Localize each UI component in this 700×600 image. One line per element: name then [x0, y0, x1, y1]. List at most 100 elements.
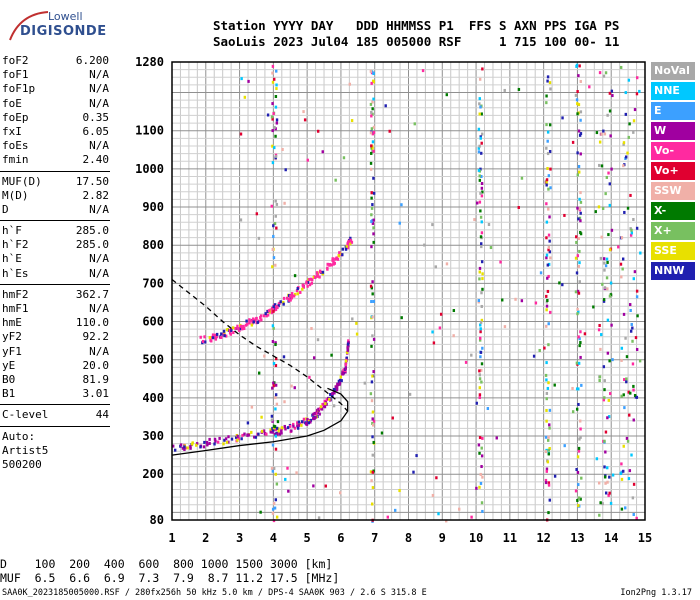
echo-point — [479, 336, 482, 340]
echo-point — [627, 477, 631, 481]
echo-point — [280, 431, 283, 435]
echo-point — [371, 315, 374, 319]
x-tick-label: 1 — [168, 531, 175, 545]
echo-point — [452, 334, 455, 338]
echo-point — [218, 436, 221, 440]
echo-point — [346, 348, 349, 352]
echo-point — [576, 498, 579, 502]
param-row: foF1p N/A — [0, 82, 112, 96]
param-name: foF1p — [2, 82, 36, 96]
echo-point — [398, 221, 401, 225]
echo-point — [371, 280, 374, 284]
echo-point — [307, 421, 310, 425]
echo-point — [546, 139, 549, 143]
echo-point — [478, 451, 481, 455]
y-tick-label: 500 — [142, 353, 164, 367]
echo-point — [606, 318, 610, 322]
echo-point — [481, 272, 484, 276]
echo-point — [332, 404, 336, 408]
echo-point — [625, 436, 629, 440]
echo-point — [254, 435, 258, 439]
echo-point — [224, 334, 228, 338]
echo-point — [334, 257, 337, 261]
echo-point — [227, 440, 230, 444]
echo-point — [316, 129, 320, 133]
echo-point — [344, 366, 348, 370]
param-name: yF1 — [2, 344, 22, 358]
echo-point — [478, 436, 482, 440]
echo-point — [478, 112, 481, 116]
echo-point — [635, 226, 639, 230]
echo-point — [481, 346, 484, 350]
echo-point — [243, 95, 247, 99]
echo-point — [627, 390, 630, 394]
echo-point — [325, 398, 328, 402]
echo-point — [480, 260, 484, 264]
echo-point — [202, 445, 206, 449]
echo-point — [517, 87, 521, 91]
echo-point — [545, 183, 548, 187]
echo-point — [603, 261, 606, 265]
y-tick-label: 900 — [142, 200, 164, 214]
echo-point — [604, 71, 608, 75]
echo-point — [317, 407, 320, 411]
echo-point — [575, 235, 578, 239]
echo-point — [372, 80, 376, 84]
echo-point — [432, 341, 436, 345]
echo-point — [632, 513, 635, 517]
echo-point — [578, 64, 581, 68]
echo-point — [195, 443, 198, 447]
echo-point — [576, 470, 580, 474]
param-value: N/A — [89, 266, 109, 280]
echo-point — [600, 132, 603, 136]
echo-point — [576, 307, 579, 311]
echo-point — [635, 516, 638, 520]
echo-point — [321, 403, 324, 407]
param-name: hmE — [2, 316, 22, 330]
echo-point — [577, 217, 580, 221]
echo-point — [546, 263, 549, 267]
echo-point — [481, 475, 484, 479]
echo-point — [548, 426, 551, 430]
echo-point — [295, 471, 298, 475]
echo-point — [475, 401, 478, 405]
echo-point — [604, 192, 607, 196]
echo-point — [274, 447, 278, 451]
echo-point — [579, 497, 582, 501]
param-row: foEp 0.35 — [0, 111, 112, 125]
echo-point — [408, 392, 412, 396]
param-row: fxI 6.05 — [0, 125, 112, 139]
echo-point — [186, 446, 189, 450]
echo-point — [369, 284, 373, 288]
echo-point — [275, 304, 278, 308]
echo-point — [603, 465, 606, 469]
echo-point — [255, 212, 259, 216]
echo-point — [248, 318, 251, 322]
echo-point — [538, 348, 541, 352]
y-tick-label: 1100 — [135, 124, 164, 138]
echo-point — [211, 333, 215, 337]
echo-point — [479, 323, 482, 327]
param-value: N/A — [89, 202, 109, 216]
echo-point — [575, 98, 579, 102]
echo-point — [335, 388, 339, 392]
echo-point — [215, 332, 219, 336]
param-value: 285.0 — [75, 238, 109, 252]
echo-point — [604, 481, 607, 485]
echo-point — [576, 90, 579, 94]
echo-point — [577, 74, 580, 78]
echo-point — [435, 476, 438, 480]
echo-point — [545, 202, 548, 206]
echo-point — [608, 491, 611, 495]
echo-point — [398, 489, 401, 493]
echo-point — [631, 326, 634, 330]
param-name: foE — [2, 96, 22, 110]
echo-point — [220, 332, 223, 336]
echo-point — [372, 440, 375, 444]
echo-point — [308, 283, 312, 287]
echo-point — [250, 323, 254, 327]
echo-point — [480, 501, 484, 505]
echo-point — [480, 380, 483, 384]
echo-point — [578, 261, 581, 265]
echo-point — [394, 508, 397, 512]
